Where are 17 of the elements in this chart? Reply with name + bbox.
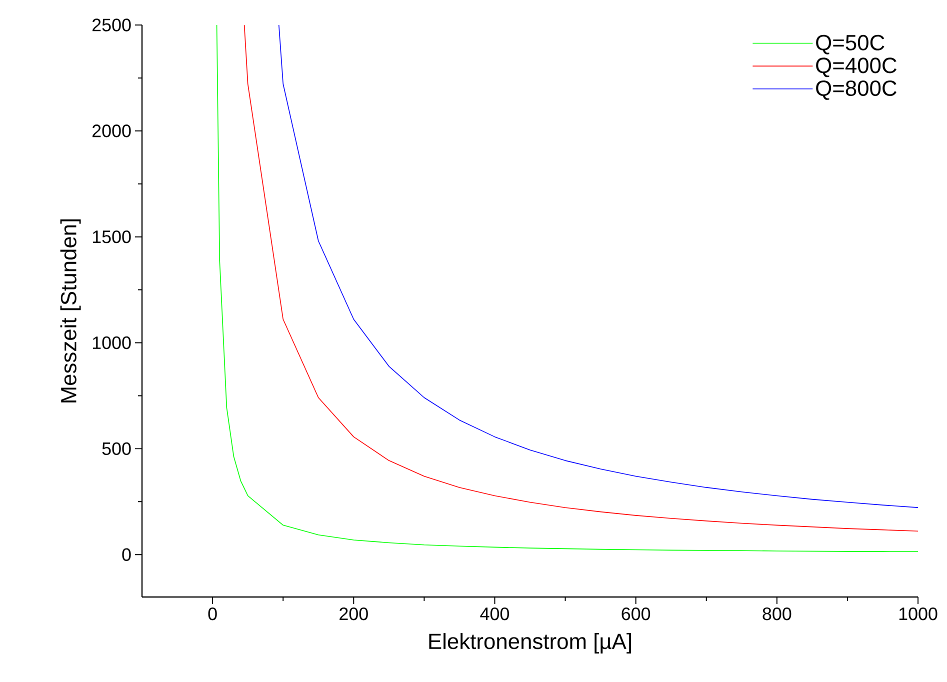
y-tick-label: 2000 <box>92 124 131 138</box>
x-tick-label: 600 <box>622 607 650 620</box>
x-tick-label: 200 <box>340 607 368 620</box>
legend-label: Q=50C <box>816 34 884 54</box>
y-tick-label: 2500 <box>92 18 131 32</box>
legend-label: Q=400C <box>816 58 896 78</box>
x-tick-label: 400 <box>480 607 509 620</box>
y-tick-label: 500 <box>102 442 131 456</box>
x-tick-label: 800 <box>762 607 792 620</box>
legend-label: Q=800C <box>816 80 896 100</box>
x-tick-label: 1000 <box>899 607 938 620</box>
y-axis-title: Messzeit [Stunden] <box>60 219 81 402</box>
y-tick-label: 0 <box>122 548 131 561</box>
y-tick-label: 1000 <box>92 336 131 350</box>
x-tick-label: 0 <box>208 607 217 620</box>
x-axis-title: Elektronenstrom [µA] <box>429 633 631 654</box>
y-tick-label: 1500 <box>92 230 131 244</box>
